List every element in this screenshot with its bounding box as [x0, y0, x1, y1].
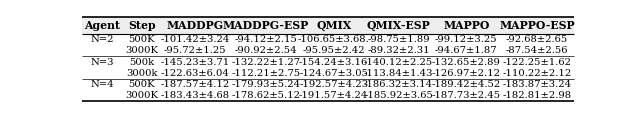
Text: -132.65±2.89: -132.65±2.89 — [432, 58, 500, 67]
Text: -110.22±2.12: -110.22±2.12 — [502, 69, 572, 78]
Text: Agent: Agent — [84, 20, 120, 31]
Bar — [83, 17, 573, 34]
Text: -126.97±2.12: -126.97±2.12 — [432, 69, 500, 78]
Text: -87.54±2.56: -87.54±2.56 — [506, 46, 568, 55]
Text: -124.67±3.05: -124.67±3.05 — [299, 69, 368, 78]
Text: -187.57±4.12: -187.57±4.12 — [161, 80, 230, 89]
Text: Step: Step — [128, 20, 156, 31]
Text: -99.12±3.25: -99.12±3.25 — [435, 35, 497, 44]
Text: -112.21±2.75: -112.21±2.75 — [231, 69, 301, 78]
Text: N=3: N=3 — [90, 58, 114, 67]
Text: MAPPO: MAPPO — [443, 20, 490, 31]
Text: 3000k: 3000k — [126, 69, 157, 78]
Text: -182.81±2.98: -182.81±2.98 — [502, 91, 572, 100]
Text: -92.68±2.65: -92.68±2.65 — [506, 35, 568, 44]
Text: -89.32±2.31: -89.32±2.31 — [367, 46, 430, 55]
Text: 3000K: 3000K — [125, 91, 158, 100]
Text: -185.92±3.65: -185.92±3.65 — [364, 91, 433, 100]
Text: QMIX-ESP: QMIX-ESP — [367, 20, 431, 31]
Text: -94.12±2.15: -94.12±2.15 — [234, 35, 298, 44]
Text: -113.84±1.43: -113.84±1.43 — [364, 69, 433, 78]
Text: -189.42±4.52: -189.42±4.52 — [431, 80, 501, 89]
Text: -132.22±1.27: -132.22±1.27 — [231, 58, 300, 67]
Text: MAPPO-ESP: MAPPO-ESP — [499, 20, 575, 31]
Text: -101.42±3.24: -101.42±3.24 — [161, 35, 230, 44]
Text: -145.23±3.71: -145.23±3.71 — [161, 58, 230, 67]
Text: -178.62±5.12: -178.62±5.12 — [232, 91, 300, 100]
Text: N=4: N=4 — [90, 80, 114, 89]
Text: -95.72±1.25: -95.72±1.25 — [164, 46, 227, 55]
Text: -183.87±3.24: -183.87±3.24 — [502, 80, 572, 89]
Text: -94.67±1.87: -94.67±1.87 — [435, 46, 497, 55]
Text: -140.12±2.25: -140.12±2.25 — [364, 58, 433, 67]
Text: -154.24±3.16: -154.24±3.16 — [299, 58, 368, 67]
Text: -191.57±4.24: -191.57±4.24 — [299, 91, 369, 100]
Text: -98.75±1.89: -98.75±1.89 — [367, 35, 430, 44]
Text: 500K: 500K — [129, 80, 155, 89]
Text: -186.32±3.14: -186.32±3.14 — [364, 80, 433, 89]
Text: -122.25±1.62: -122.25±1.62 — [502, 58, 572, 67]
Text: MADDPG: MADDPG — [167, 20, 224, 31]
Text: -106.65±3.68.: -106.65±3.68. — [298, 35, 369, 44]
Text: 500K: 500K — [129, 35, 155, 44]
Text: -90.92±2.54: -90.92±2.54 — [235, 46, 297, 55]
Text: -122.63±6.04: -122.63±6.04 — [161, 69, 230, 78]
Text: -179.93±5.24: -179.93±5.24 — [231, 80, 300, 89]
Text: -187.73±2.45: -187.73±2.45 — [432, 91, 501, 100]
Text: 500k: 500k — [129, 58, 154, 67]
Text: -192.57±4.23: -192.57±4.23 — [299, 80, 368, 89]
Text: -95.95±2.42: -95.95±2.42 — [302, 46, 365, 55]
Text: N=2: N=2 — [90, 35, 114, 44]
Text: -183.43±4.68: -183.43±4.68 — [161, 91, 230, 100]
Text: QMIX: QMIX — [316, 20, 351, 31]
Text: 3000K: 3000K — [125, 46, 158, 55]
Text: MADDPG-ESP: MADDPG-ESP — [223, 20, 309, 31]
